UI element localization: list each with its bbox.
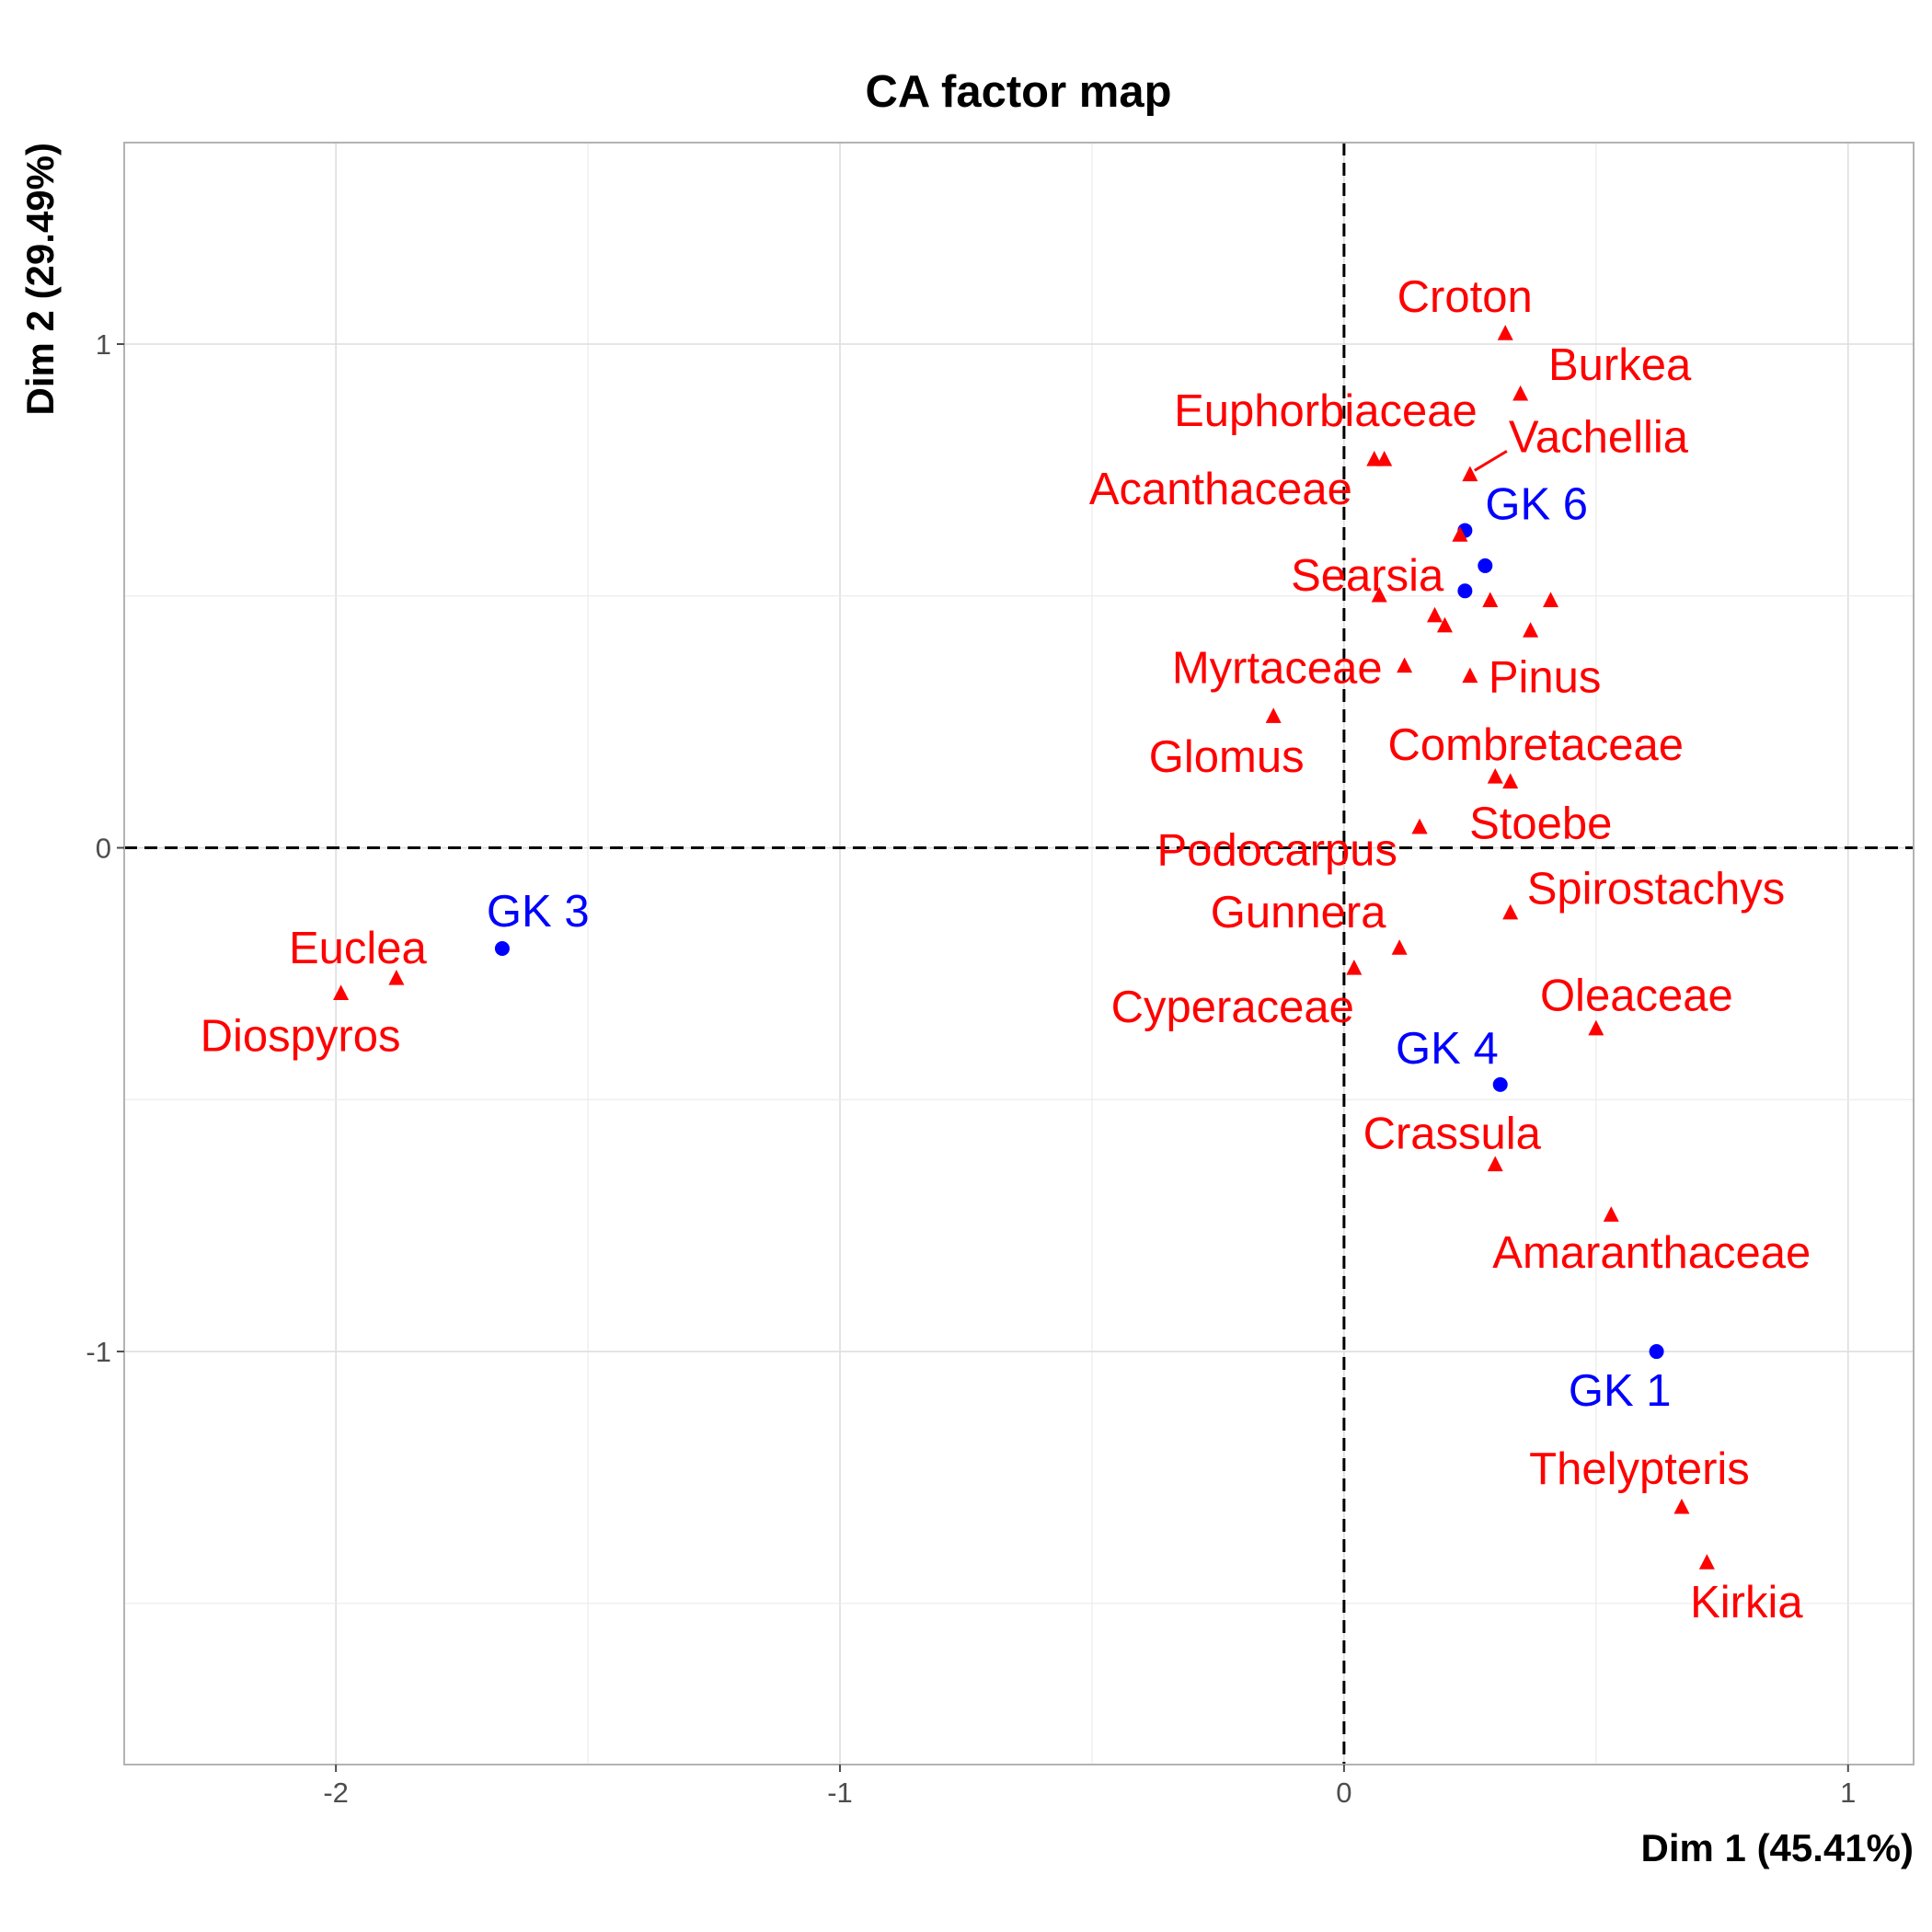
- column-point-marker: [1482, 592, 1499, 607]
- column-point-label: Amaranthaceae: [1492, 1228, 1811, 1278]
- column-point-marker: [1452, 526, 1468, 542]
- column-point-marker: [1366, 451, 1383, 466]
- column-point-label: Glomus: [1149, 732, 1305, 782]
- data-marks: [333, 325, 1715, 1570]
- column-point-marker: [1497, 325, 1513, 340]
- chart-title: CA factor map: [865, 67, 1171, 117]
- column-point-label: Burkea: [1548, 340, 1692, 390]
- column-point-label: Thelypteris: [1529, 1444, 1750, 1494]
- column-point-marker: [1411, 818, 1428, 834]
- column-point-marker: [1391, 939, 1408, 955]
- column-point-label: Gunnera: [1211, 888, 1386, 937]
- column-point-marker: [1502, 773, 1519, 789]
- x-tick-label: -2: [323, 1777, 349, 1809]
- row-point-marker: [494, 941, 510, 957]
- x-axis-title: Dim 1 (45.41%): [1641, 1826, 1914, 1869]
- column-point-marker: [1397, 657, 1413, 673]
- row-point-label: GK 1: [1569, 1366, 1672, 1416]
- column-point-marker: [1371, 586, 1387, 603]
- column-point-marker: [1265, 707, 1282, 723]
- column-point-marker: [1346, 960, 1363, 975]
- column-point-marker: [1543, 592, 1559, 607]
- column-point-label: Myrtaceae: [1172, 643, 1383, 693]
- column-point-marker: [1698, 1554, 1715, 1570]
- reference-lines: [124, 143, 1914, 1765]
- column-point-label: Kirkia: [1690, 1578, 1803, 1627]
- label-leader-line: [1474, 450, 1508, 472]
- row-point-label: GK 4: [1396, 1024, 1499, 1074]
- y-axis-title: Dim 2 (29.49%): [18, 143, 62, 415]
- column-point-marker: [333, 984, 350, 1001]
- column-point-label: Podocarpus: [1157, 826, 1398, 876]
- x-tick-label: 1: [1840, 1777, 1856, 1809]
- column-point-label: Oleaceae: [1540, 972, 1733, 1021]
- column-point-marker: [1376, 451, 1393, 466]
- x-tick-label: 0: [1336, 1777, 1351, 1809]
- column-point-label: Spirostachys: [1527, 865, 1786, 914]
- column-point-label: Stoebe: [1469, 799, 1612, 849]
- row-point-marker: [1492, 1076, 1508, 1092]
- y-tick-label: -1: [86, 1336, 111, 1368]
- column-point-marker: [1673, 1498, 1690, 1514]
- row-point-marker: [1478, 558, 1493, 573]
- column-point-marker: [1512, 385, 1529, 401]
- column-point-label: Acanthaceae: [1089, 465, 1352, 514]
- point-labels: GK 6 GK 3 GK 4 GK 1 Croton Burkea Euphorbiacea…: [201, 272, 1811, 1627]
- plot-panel-border: [123, 142, 1915, 1765]
- column-point-label: Crassula: [1363, 1109, 1542, 1158]
- x-tick-label: -1: [827, 1777, 853, 1809]
- column-point-marker: [1487, 1156, 1503, 1172]
- column-point-label: Pinus: [1489, 652, 1602, 702]
- column-point-marker: [1462, 667, 1478, 684]
- column-point-label: Diospyros: [201, 1011, 401, 1061]
- row-point-label: GK 6: [1485, 480, 1588, 530]
- column-point-marker: [1502, 903, 1519, 920]
- column-point-label: Euphorbiaceae: [1174, 386, 1478, 436]
- axis-ticks: -2 -1 0 1 -1 0 1: [86, 328, 1856, 1809]
- row-point-marker: [1457, 583, 1473, 599]
- column-point-label: Combretaceae: [1388, 720, 1684, 770]
- column-point-label: Cyperaceae: [1111, 983, 1354, 1032]
- column-point-marker: [1487, 767, 1503, 784]
- y-tick-label: 1: [96, 328, 111, 361]
- column-point-label: Searsia: [1291, 551, 1444, 601]
- column-point-marker: [1588, 1019, 1604, 1036]
- column-point-marker: [1523, 622, 1539, 638]
- column-point-marker: [388, 969, 405, 985]
- row-point-marker: [1649, 1344, 1664, 1360]
- row-point-label: GK 3: [487, 887, 590, 937]
- y-tick-label: 0: [96, 833, 111, 865]
- column-point-marker: [1427, 606, 1443, 623]
- column-point-label: Vachellia: [1509, 412, 1689, 462]
- column-point-marker: [1603, 1206, 1619, 1222]
- column-point-marker: [1436, 616, 1453, 633]
- column-point-label: Euclea: [289, 924, 428, 973]
- column-point-marker: [1462, 466, 1478, 482]
- column-point-label: Croton: [1397, 272, 1533, 322]
